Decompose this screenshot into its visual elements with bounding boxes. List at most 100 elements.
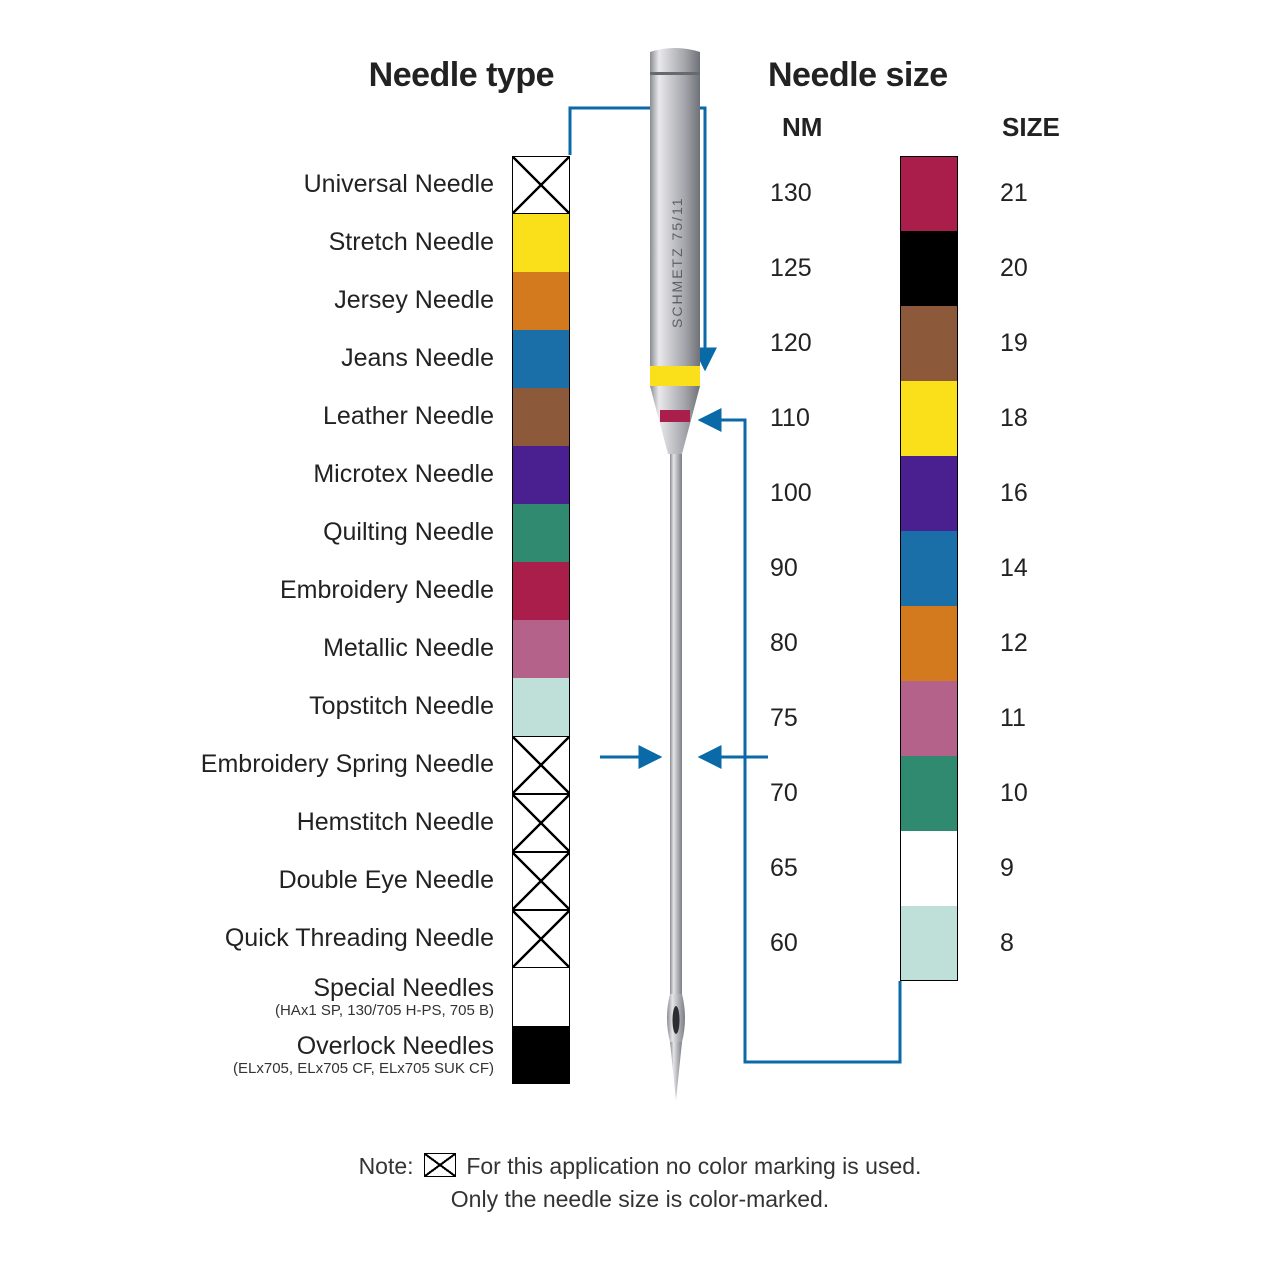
footnote: Note: For this application no color mark… — [0, 1150, 1280, 1217]
size-row: 75 11 — [770, 681, 1080, 756]
type-sublabel: (ELx705, ELx705 CF, ELx705 SUK CF) — [80, 1061, 494, 1078]
type-label: Jeans Needle — [80, 345, 512, 373]
nm-label: 110 — [770, 404, 900, 433]
size-label: 11 — [958, 704, 1080, 733]
type-row: Embroidery Needle — [80, 562, 570, 620]
crossed-swatch — [512, 736, 570, 794]
size-label: 9 — [958, 854, 1080, 883]
color-swatch — [900, 681, 958, 756]
heading-needle-size: Needle size — [768, 56, 1068, 95]
nm-label: 70 — [770, 779, 900, 808]
type-sublabel: (HAx1 SP, 130/705 H-PS, 705 B) — [80, 1003, 494, 1020]
size-row: 90 14 — [770, 531, 1080, 606]
type-label: Topstitch Needle — [80, 693, 512, 721]
crossed-swatch — [512, 852, 570, 910]
nm-label: 120 — [770, 329, 900, 358]
type-label: Leather Needle — [80, 403, 512, 431]
nm-label: 65 — [770, 854, 900, 883]
color-swatch — [512, 272, 570, 330]
type-label: Jersey Needle — [80, 287, 512, 315]
type-row: Hemstitch Needle — [80, 794, 570, 852]
type-row: Special Needles(HAx1 SP, 130/705 H-PS, 7… — [80, 968, 570, 1026]
color-swatch — [900, 381, 958, 456]
type-label: Stretch Needle — [80, 229, 512, 257]
needle-illustration: SCHMETZ 75/11 — [620, 48, 730, 1108]
type-row: Stretch Needle — [80, 214, 570, 272]
type-row: Topstitch Needle — [80, 678, 570, 736]
type-row: Embroidery Spring Needle — [80, 736, 570, 794]
type-label: Hemstitch Needle — [80, 809, 512, 837]
crossed-swatch — [512, 910, 570, 968]
type-label: Overlock Needles(ELx705, ELx705 CF, ELx7… — [80, 1033, 512, 1077]
heading-needle-type: Needle type — [294, 56, 554, 95]
color-swatch — [900, 231, 958, 306]
color-swatch — [900, 756, 958, 831]
type-row: Double Eye Needle — [80, 852, 570, 910]
size-row: 608 — [770, 906, 1080, 981]
color-swatch — [512, 562, 570, 620]
note-line-2: Only the needle size is color-marked. — [451, 1186, 829, 1212]
color-swatch — [900, 831, 958, 906]
color-swatch — [512, 330, 570, 388]
note-line-1: For this application no color marking is… — [466, 1153, 921, 1179]
type-label: Metallic Needle — [80, 635, 512, 663]
type-label: Quilting Needle — [80, 519, 512, 547]
color-swatch — [900, 156, 958, 231]
nm-label: 130 — [770, 179, 900, 208]
needle-size-column: 130 21 125 20 120 19 110 18 100 16 90 14 80 12 75 11 70 1… — [770, 156, 1080, 981]
svg-text:SCHMETZ 75/11: SCHMETZ 75/11 — [669, 196, 685, 328]
color-swatch — [512, 968, 570, 1026]
type-row: Universal Needle — [80, 156, 570, 214]
size-row: 70 10 — [770, 756, 1080, 831]
size-label: 14 — [958, 554, 1080, 583]
color-swatch — [512, 678, 570, 736]
nm-label: 100 — [770, 479, 900, 508]
type-label: Special Needles(HAx1 SP, 130/705 H-PS, 7… — [80, 975, 512, 1019]
color-swatch — [512, 620, 570, 678]
color-swatch — [512, 446, 570, 504]
size-label: 21 — [958, 179, 1080, 208]
type-label: Double Eye Needle — [80, 867, 512, 895]
type-row: Quick Threading Needle — [80, 910, 570, 968]
color-swatch — [512, 504, 570, 562]
nm-label: 80 — [770, 629, 900, 658]
size-row: 130 21 — [770, 156, 1080, 231]
color-swatch — [512, 214, 570, 272]
type-row: Microtex Needle — [80, 446, 570, 504]
nm-label: 75 — [770, 704, 900, 733]
color-swatch — [900, 531, 958, 606]
type-row: Metallic Needle — [80, 620, 570, 678]
type-row: Overlock Needles(ELx705, ELx705 CF, ELx7… — [80, 1026, 570, 1084]
color-swatch — [900, 306, 958, 381]
type-label: Universal Needle — [80, 171, 512, 199]
color-swatch — [900, 606, 958, 681]
size-label: 8 — [958, 929, 1080, 958]
size-label: 18 — [958, 404, 1080, 433]
size-label: 16 — [958, 479, 1080, 508]
type-row: Quilting Needle — [80, 504, 570, 562]
type-label: Embroidery Needle — [80, 577, 512, 605]
type-row: Jeans Needle — [80, 330, 570, 388]
size-label: 19 — [958, 329, 1080, 358]
type-row: Jersey Needle — [80, 272, 570, 330]
crossed-box-icon — [424, 1153, 456, 1177]
color-swatch — [512, 1026, 570, 1084]
needle-type-column: Universal Needle Stretch Needle Jersey Nee… — [80, 156, 570, 1084]
crossed-swatch — [512, 794, 570, 852]
size-label: 20 — [958, 254, 1080, 283]
nm-label: 125 — [770, 254, 900, 283]
color-swatch — [900, 906, 958, 981]
size-row: 120 19 — [770, 306, 1080, 381]
type-label: Embroidery Spring Needle — [80, 751, 512, 779]
size-label: 10 — [958, 779, 1080, 808]
color-swatch — [512, 388, 570, 446]
subheading-size: SIZE — [1002, 112, 1060, 143]
size-row: 125 20 — [770, 231, 1080, 306]
size-row: 80 12 — [770, 606, 1080, 681]
note-prefix: Note: — [359, 1153, 414, 1179]
size-row: 65 9 — [770, 831, 1080, 906]
size-label: 12 — [958, 629, 1080, 658]
nm-label: 90 — [770, 554, 900, 583]
size-row: 110 18 — [770, 381, 1080, 456]
crossed-swatch — [512, 156, 570, 214]
